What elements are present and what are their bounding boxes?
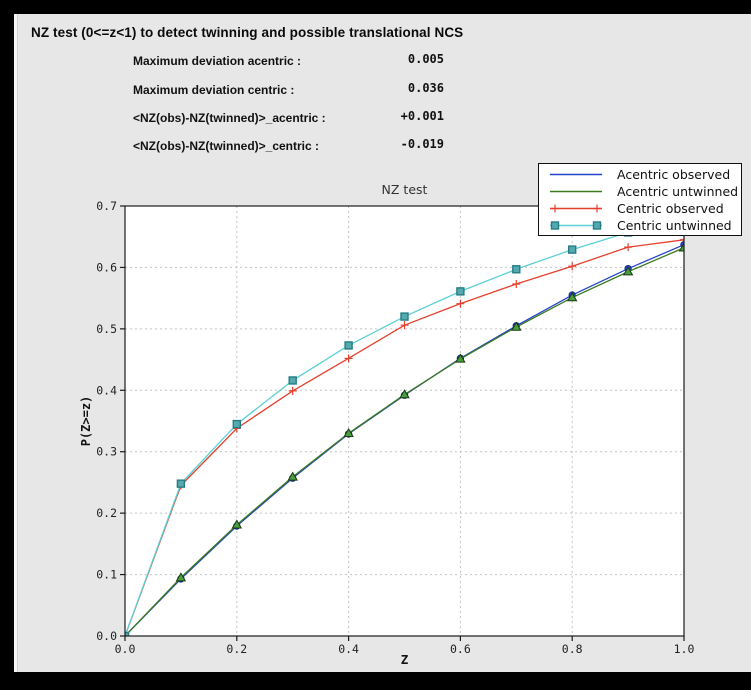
square-marker	[550, 221, 560, 230]
triangle-marker	[566, 292, 578, 302]
plus-marker	[344, 354, 353, 363]
y-tick-label: 0.4	[96, 383, 117, 397]
square-marker	[592, 221, 602, 230]
legend-line-sample	[550, 173, 602, 176]
plus-marker	[568, 262, 577, 271]
x-tick-label: 0.2	[226, 642, 247, 656]
square-marker	[344, 341, 353, 350]
x-tick-label: 0.8	[562, 642, 583, 656]
y-axis-label: P(Z>=z)	[79, 395, 93, 447]
legend-line-sample	[550, 190, 602, 193]
plot-frame	[124, 205, 685, 637]
legend-item: Centric untwinned	[539, 217, 741, 234]
stat-value: -0.019	[400, 137, 444, 151]
plus-marker	[624, 243, 633, 252]
page-title: NZ test (0<=z<1) to detect twinning and …	[31, 25, 464, 40]
y-tick-label: 0.1	[96, 568, 117, 582]
legend-item: Centric observed	[539, 200, 741, 217]
square-marker	[125, 631, 130, 636]
triangle-marker	[622, 266, 634, 276]
stat-row: Maximum deviation acentric : 0.005	[133, 52, 444, 68]
chart-title: NZ test	[381, 182, 428, 197]
legend-label: Acentric untwinned	[617, 184, 739, 199]
square-marker	[176, 479, 186, 488]
y-tick-label: 0.3	[96, 445, 117, 459]
square-marker	[400, 312, 409, 321]
x-axis-label: Z	[400, 652, 409, 667]
y-tick-label: 0.0	[96, 629, 117, 643]
y-tick-label: 0.6	[96, 260, 117, 274]
stat-value: +0.001	[400, 109, 444, 123]
stat-row: Maximum deviation centric : 0.036	[133, 81, 444, 97]
stat-row: <NZ(obs)-NZ(twinned)>_acentric : +0.001	[133, 109, 444, 125]
square-marker	[568, 245, 577, 254]
report-window: NZ test (0<=z<1) to detect twinning and …	[14, 14, 751, 672]
plus-marker	[456, 299, 465, 308]
nz-test-chart: 0.0 0.1 0.2 0.3 0.4 0.5 0.6 0.7 0.0 0.2 0.4 0.6 0.8 1…	[96, 199, 695, 656]
legend-line-sample	[550, 221, 602, 230]
triangle-marker	[343, 427, 354, 437]
triangle-marker	[678, 242, 684, 252]
stat-label: Maximum deviation acentric :	[133, 54, 302, 68]
y-tick-label: 0.5	[96, 322, 117, 336]
stat-label: <NZ(obs)-NZ(twinned)>_centric :	[133, 139, 320, 153]
square-marker	[232, 419, 242, 429]
plus-marker	[680, 235, 684, 244]
plus-marker	[400, 321, 409, 330]
triangle-marker	[231, 519, 243, 529]
plus-marker	[593, 204, 601, 213]
y-tick-label: 0.2	[96, 506, 117, 520]
chart-legend: Acentric observed Acentric untwinned Centr…	[538, 163, 742, 236]
triangle-marker	[175, 572, 187, 582]
stat-value: 0.036	[407, 81, 444, 95]
stat-label: Maximum deviation centric :	[133, 83, 295, 97]
x-tick-label: 0.6	[450, 642, 471, 656]
series-acentric-untwinned	[125, 242, 684, 636]
legend-item: Acentric observed	[539, 166, 741, 183]
plus-marker	[551, 204, 559, 213]
y-tick-label: 0.7	[96, 199, 117, 213]
x-tick-label: 1.0	[674, 642, 695, 656]
stat-label: <NZ(obs)-NZ(twinned)>_acentric :	[133, 111, 326, 125]
legend-label: Centric untwinned	[617, 218, 732, 233]
plus-marker	[512, 280, 521, 289]
legend-label: Centric observed	[617, 201, 724, 216]
stat-row: <NZ(obs)-NZ(twinned)>_centric : -0.019	[133, 137, 444, 153]
legend-label: Acentric observed	[617, 167, 731, 182]
stat-value: 0.005	[407, 52, 444, 66]
triangle-marker	[287, 471, 298, 481]
square-marker	[456, 287, 465, 296]
legend-item: Acentric untwinned	[539, 183, 741, 200]
triangle-marker	[399, 389, 410, 399]
x-tick-label: 0.4	[338, 642, 359, 656]
square-marker	[512, 265, 521, 274]
x-tick-label: 0.0	[115, 642, 136, 656]
square-marker	[288, 376, 297, 385]
triangle-marker	[511, 321, 522, 331]
plus-marker	[288, 386, 297, 395]
legend-line-sample	[550, 204, 602, 213]
triangle-marker	[455, 353, 466, 363]
plot-area	[125, 206, 684, 636]
